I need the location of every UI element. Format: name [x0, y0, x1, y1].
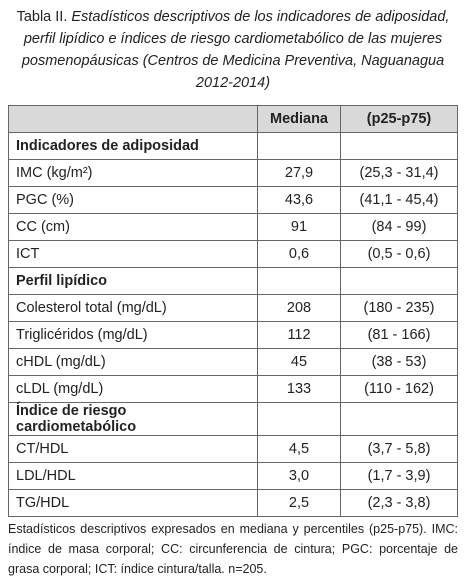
data-row: LDL/HDL 3,0 (1,7 - 3,9)	[8, 462, 458, 490]
data-row: cHDL (mg/dL) 45 (38 - 53)	[8, 348, 458, 376]
row-label: PGC (%)	[8, 186, 258, 214]
caption-text: Estadísticos descriptivos de los indicad…	[21, 9, 450, 91]
row-label: LDL/HDL	[8, 462, 258, 490]
header-cell: Mediana	[257, 105, 341, 133]
data-row: IMC (kg/m²) 27,9 (25,3 - 31,4)	[8, 159, 458, 187]
median: 208	[257, 294, 341, 322]
row-label: CC (cm)	[8, 213, 258, 241]
header-row: Mediana (p25-p75)	[8, 105, 458, 133]
empty-cell	[257, 402, 341, 436]
empty-cell	[257, 132, 341, 160]
median: 2,5	[257, 489, 341, 517]
section-row: Indicadores de adiposidad	[8, 132, 458, 160]
footnote: Estadísticos descriptivos expresados en …	[8, 522, 458, 576]
percentile-range: (2,3 - 3,8)	[340, 489, 458, 517]
data-row: PGC (%) 43,6 (41,1 - 45,4)	[8, 186, 458, 214]
data-row: CT/HDL 4,5 (3,7 - 5,8)	[8, 435, 458, 463]
median: 133	[257, 375, 341, 403]
table-body: Indicadores de adiposidad IMC (kg/m²) 27,9…	[8, 132, 458, 517]
percentile-range: (0,5 - 0,6)	[340, 240, 458, 268]
percentile-range: (110 - 162)	[340, 375, 458, 403]
caption-label: Tabla II.	[16, 9, 68, 25]
data-row: ICT 0,6 (0,5 - 0,6)	[8, 240, 458, 268]
row-label: cLDL (mg/dL)	[8, 375, 258, 403]
median: 27,9	[257, 159, 341, 187]
row-label: TG/HDL	[8, 489, 258, 517]
empty-cell	[257, 267, 341, 295]
table: Mediana (p25-p75) Indicadores de adiposid…	[8, 105, 458, 517]
section-title: Índice de riesgo cardiometabólico	[8, 402, 258, 436]
median: 4,5	[257, 435, 341, 463]
median: 43,6	[257, 186, 341, 214]
median: 45	[257, 348, 341, 376]
row-label: cHDL (mg/dL)	[8, 348, 258, 376]
row-label: Triglicéridos (mg/dL)	[8, 321, 258, 349]
percentile-range: (25,3 - 31,4)	[340, 159, 458, 187]
median: 0,6	[257, 240, 341, 268]
percentile-range: (38 - 53)	[340, 348, 458, 376]
data-row: Colesterol total (mg/dL) 208 (180 - 235)	[8, 294, 458, 322]
data-row: Triglicéridos (mg/dL) 112 (81 - 166)	[8, 321, 458, 349]
empty-cell	[340, 132, 458, 160]
section-row: Índice de riesgo cardiometabólico	[8, 402, 458, 436]
header-cell	[8, 105, 258, 133]
percentile-range: (180 - 235)	[340, 294, 458, 322]
row-label: ICT	[8, 240, 258, 268]
row-label: CT/HDL	[8, 435, 258, 463]
percentile-range: (3,7 - 5,8)	[340, 435, 458, 463]
percentile-range: (81 - 166)	[340, 321, 458, 349]
section-row: Perfil lipídico	[8, 267, 458, 295]
median: 112	[257, 321, 341, 349]
section-title: Perfil lipídico	[8, 267, 258, 295]
row-label: Colesterol total (mg/dL)	[8, 294, 258, 322]
data-row: cLDL (mg/dL) 133 (110 - 162)	[8, 375, 458, 403]
percentile-range: (41,1 - 45,4)	[340, 186, 458, 214]
empty-cell	[340, 267, 458, 295]
caption: Tabla II. Estadísticos descriptivos de l…	[8, 6, 458, 94]
median: 91	[257, 213, 341, 241]
section-title: Indicadores de adiposidad	[8, 132, 258, 160]
percentile-range: (84 - 99)	[340, 213, 458, 241]
data-row: CC (cm) 91 (84 - 99)	[8, 213, 458, 241]
percentile-range: (1,7 - 3,9)	[340, 462, 458, 490]
empty-cell	[340, 402, 458, 436]
row-label: IMC (kg/m²)	[8, 159, 258, 187]
data-row: TG/HDL 2,5 (2,3 - 3,8)	[8, 489, 458, 517]
header-cell: (p25-p75)	[340, 105, 458, 133]
median: 3,0	[257, 462, 341, 490]
